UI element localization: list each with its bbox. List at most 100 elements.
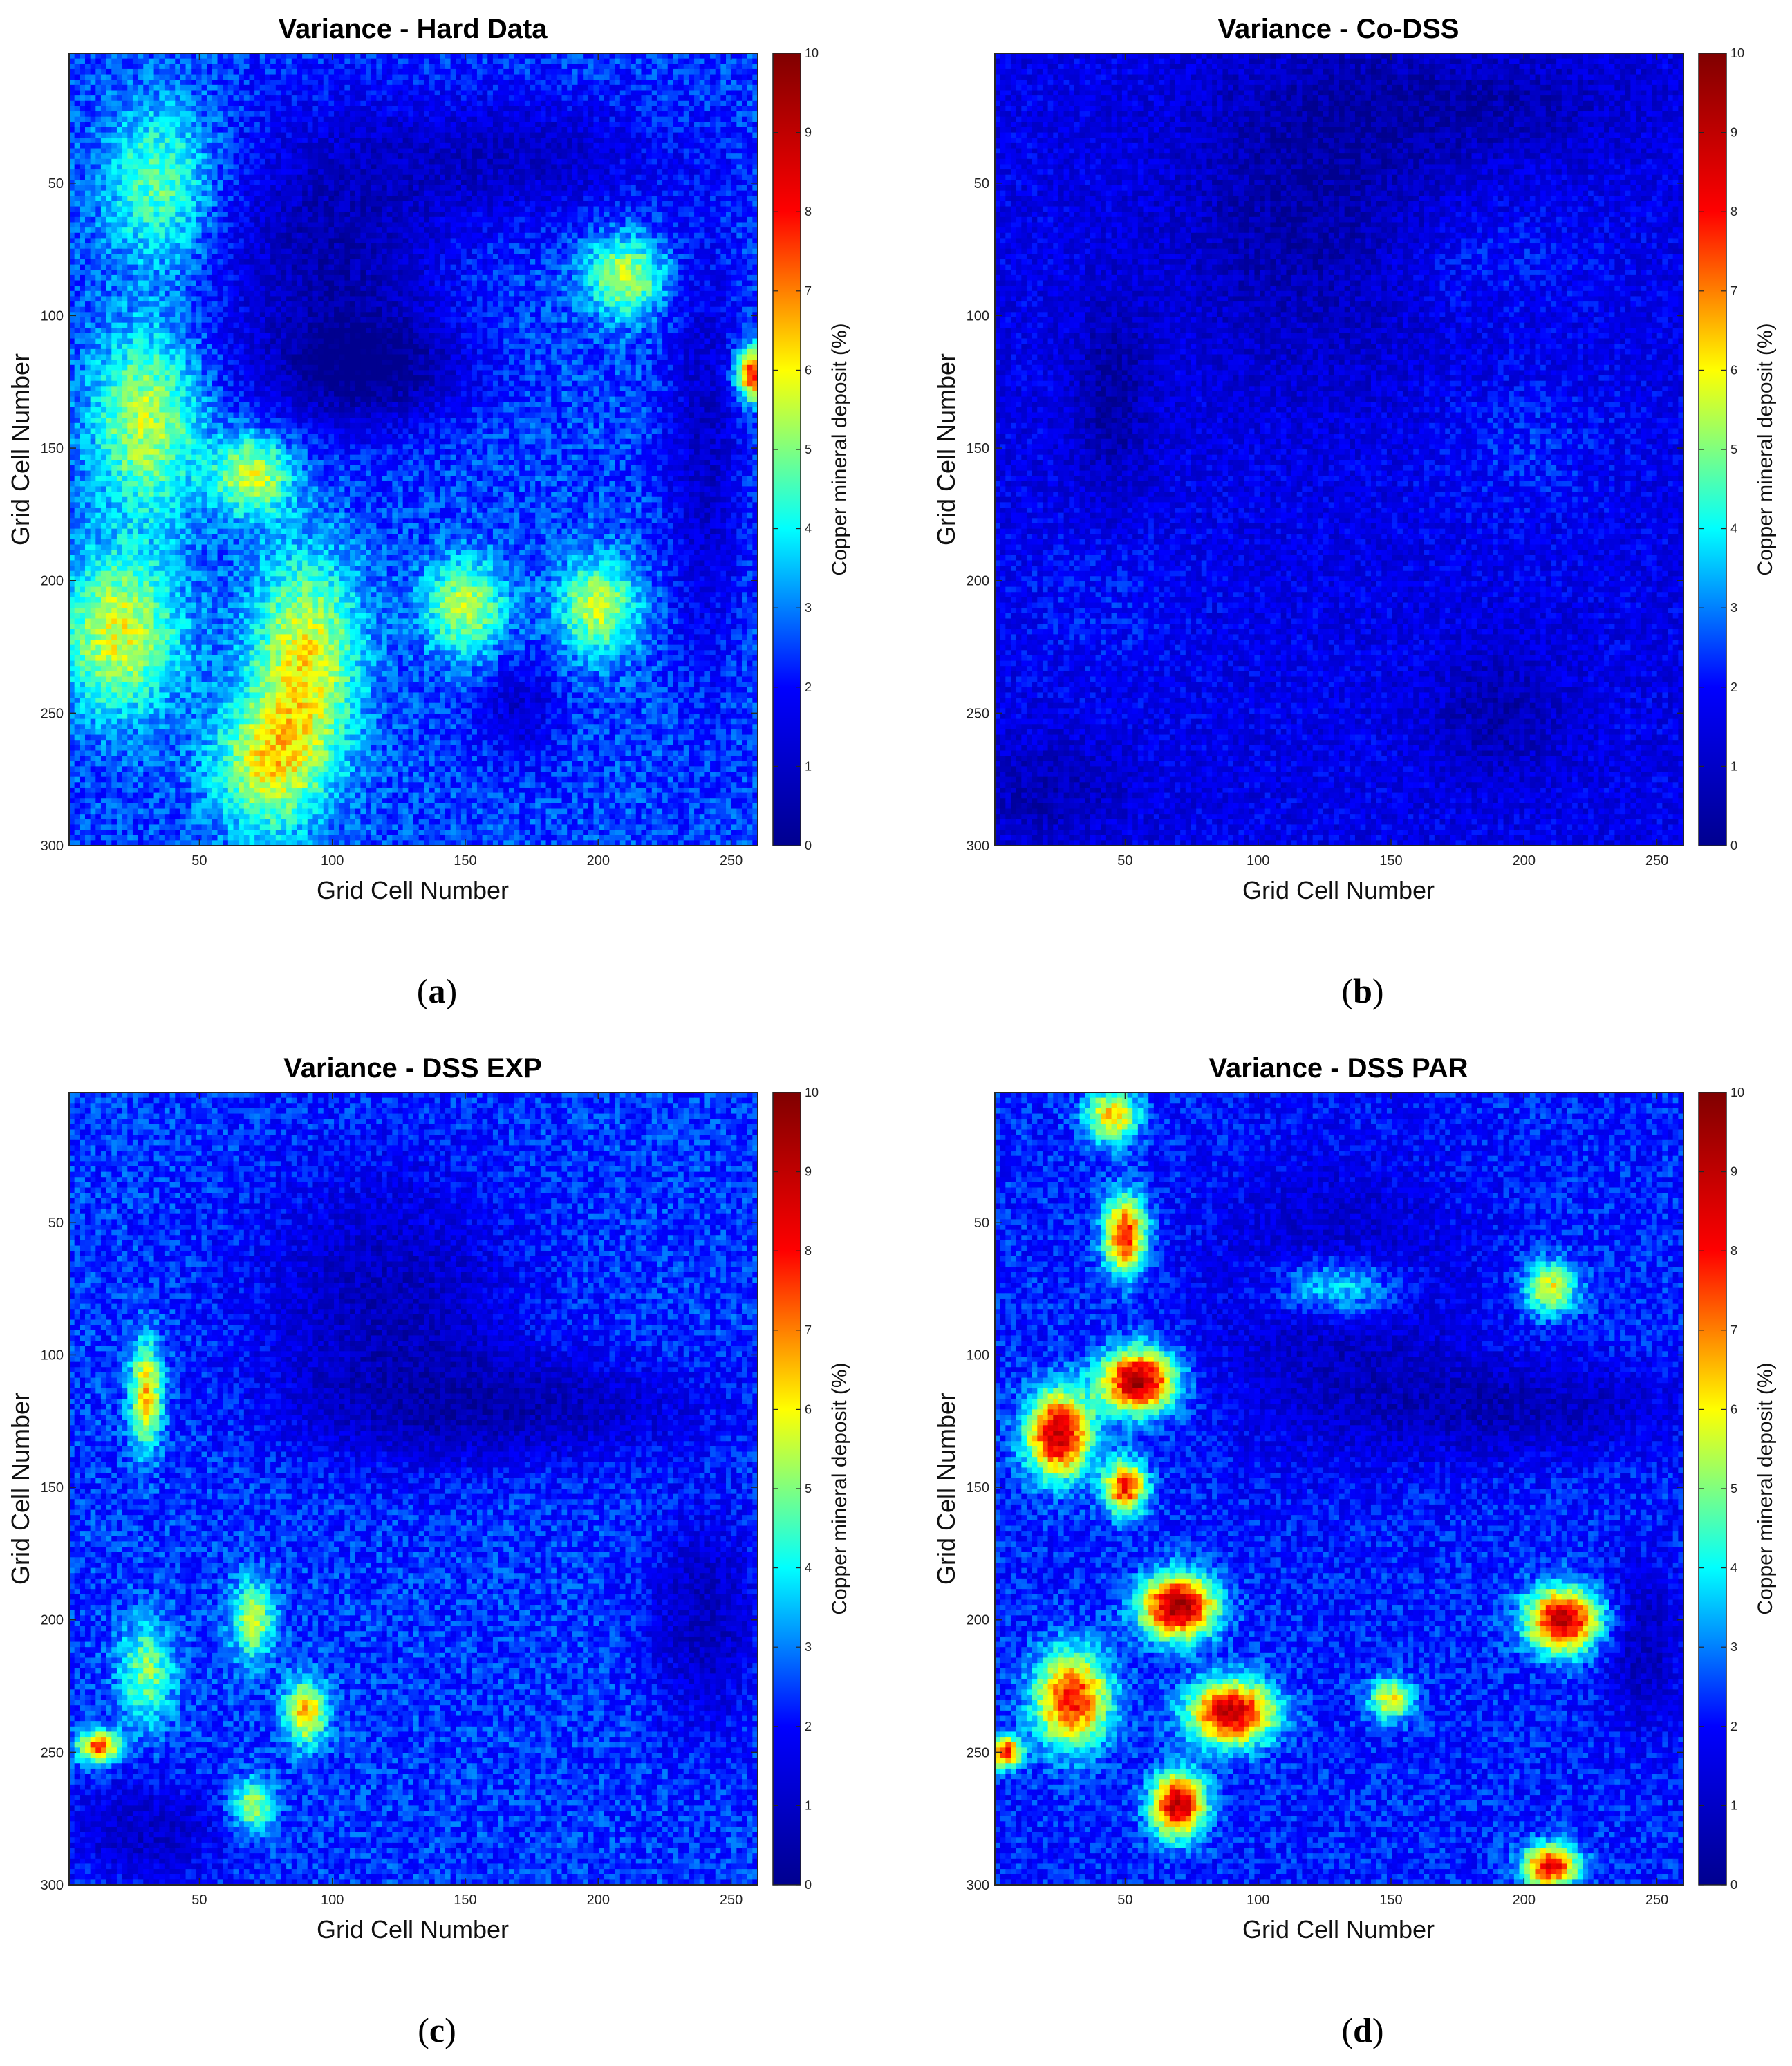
heatmap-cell bbox=[514, 138, 520, 143]
heatmap-cell bbox=[694, 80, 700, 85]
heatmap-cell bbox=[324, 95, 329, 101]
heatmap-cell bbox=[382, 243, 387, 249]
heatmap-cell bbox=[376, 217, 382, 223]
heatmap-cell bbox=[80, 254, 85, 259]
heatmap-cell bbox=[101, 59, 106, 64]
heatmap-cell bbox=[493, 143, 498, 149]
heatmap-cell bbox=[567, 227, 572, 233]
heatmap-cell bbox=[429, 238, 435, 243]
heatmap-cell bbox=[694, 227, 700, 233]
heatmap-cell bbox=[652, 149, 657, 154]
heatmap-cell bbox=[599, 153, 604, 159]
heatmap-cell bbox=[535, 159, 541, 165]
heatmap-cell bbox=[154, 185, 160, 191]
heatmap-cell bbox=[218, 175, 223, 180]
heatmap-cell bbox=[731, 149, 737, 154]
heatmap-cell bbox=[435, 90, 440, 95]
heatmap-cell bbox=[742, 122, 747, 127]
heatmap-cell bbox=[117, 59, 122, 64]
heatmap-cell bbox=[641, 201, 646, 207]
heatmap-cell bbox=[631, 127, 636, 133]
heatmap-cell bbox=[191, 143, 196, 149]
heatmap-cell bbox=[350, 90, 355, 95]
heatmap-cell bbox=[483, 180, 488, 185]
heatmap-cell bbox=[710, 111, 716, 117]
heatmap-cell bbox=[413, 164, 419, 169]
heatmap-cell bbox=[265, 175, 270, 180]
heatmap-cell bbox=[260, 243, 265, 249]
heatmap-cell bbox=[419, 111, 424, 117]
heatmap-cell bbox=[117, 191, 122, 196]
heatmap-cell bbox=[95, 149, 101, 154]
heatmap-cell bbox=[530, 80, 536, 85]
heatmap-cell bbox=[91, 254, 96, 259]
heatmap-cell bbox=[620, 64, 626, 69]
heatmap-cell bbox=[292, 201, 297, 207]
heatmap-cell bbox=[91, 101, 96, 106]
heatmap-cell bbox=[212, 201, 218, 207]
heatmap-cell bbox=[149, 169, 154, 175]
heatmap-cell bbox=[657, 90, 662, 95]
heatmap-cell bbox=[328, 80, 334, 85]
heatmap-cell bbox=[636, 122, 642, 127]
heatmap-cell bbox=[260, 227, 265, 233]
heatmap-cell bbox=[419, 201, 424, 207]
heatmap-cell bbox=[689, 169, 694, 175]
heatmap-cell bbox=[615, 222, 620, 227]
heatmap-cell bbox=[557, 201, 562, 207]
heatmap-cell bbox=[95, 143, 101, 149]
heatmap-cell bbox=[350, 159, 355, 165]
heatmap-cell bbox=[196, 95, 202, 101]
heatmap-cell bbox=[461, 153, 467, 159]
heatmap-cell bbox=[700, 111, 705, 117]
heatmap-cell bbox=[678, 90, 684, 95]
heatmap-cell bbox=[186, 201, 192, 207]
heatmap-cell bbox=[106, 180, 112, 185]
heatmap-cell bbox=[716, 80, 721, 85]
heatmap-cell bbox=[244, 90, 250, 95]
heatmap-cell bbox=[127, 80, 133, 85]
heatmap-cell bbox=[710, 106, 716, 111]
heatmap-cell bbox=[196, 196, 202, 201]
heatmap-cell bbox=[615, 249, 620, 254]
heatmap-cell bbox=[557, 233, 562, 239]
heatmap-cell bbox=[530, 243, 536, 249]
heatmap-cell bbox=[165, 238, 170, 243]
heatmap-cell bbox=[435, 191, 440, 196]
heatmap-cell bbox=[382, 238, 387, 243]
heatmap-cell bbox=[720, 217, 726, 223]
heatmap-cell bbox=[472, 175, 477, 180]
heatmap-cell bbox=[652, 164, 657, 169]
heatmap-cell bbox=[609, 101, 615, 106]
heatmap-cell bbox=[689, 175, 694, 180]
heatmap-cell bbox=[186, 106, 192, 111]
heatmap-cell bbox=[170, 111, 176, 117]
heatmap-cell bbox=[694, 201, 700, 207]
heatmap-cell bbox=[382, 227, 387, 233]
heatmap-cell bbox=[254, 175, 260, 180]
heatmap-cell bbox=[419, 238, 424, 243]
heatmap-cell bbox=[91, 196, 96, 201]
heatmap-cell bbox=[668, 191, 673, 196]
heatmap-cell bbox=[419, 80, 424, 85]
heatmap-cell bbox=[445, 212, 451, 217]
heatmap-cell bbox=[111, 122, 117, 127]
heatmap-cell bbox=[440, 149, 445, 154]
heatmap-cell bbox=[652, 169, 657, 175]
heatmap-cell bbox=[541, 85, 546, 91]
heatmap-cell bbox=[270, 159, 276, 165]
heatmap-cell bbox=[122, 159, 128, 165]
heatmap-cell bbox=[684, 238, 689, 243]
heatmap-cell bbox=[286, 69, 292, 75]
heatmap-cell bbox=[127, 238, 133, 243]
heatmap-cell bbox=[662, 127, 668, 133]
heatmap-cell bbox=[615, 185, 620, 191]
heatmap-cell bbox=[625, 133, 631, 138]
heatmap-cell bbox=[312, 90, 318, 95]
heatmap-cell bbox=[297, 138, 302, 143]
heatmap-cell bbox=[138, 85, 144, 91]
heatmap-cell bbox=[117, 185, 122, 191]
heatmap-cell bbox=[704, 117, 710, 122]
heatmap-cell bbox=[710, 169, 716, 175]
heatmap-cell bbox=[186, 59, 192, 64]
